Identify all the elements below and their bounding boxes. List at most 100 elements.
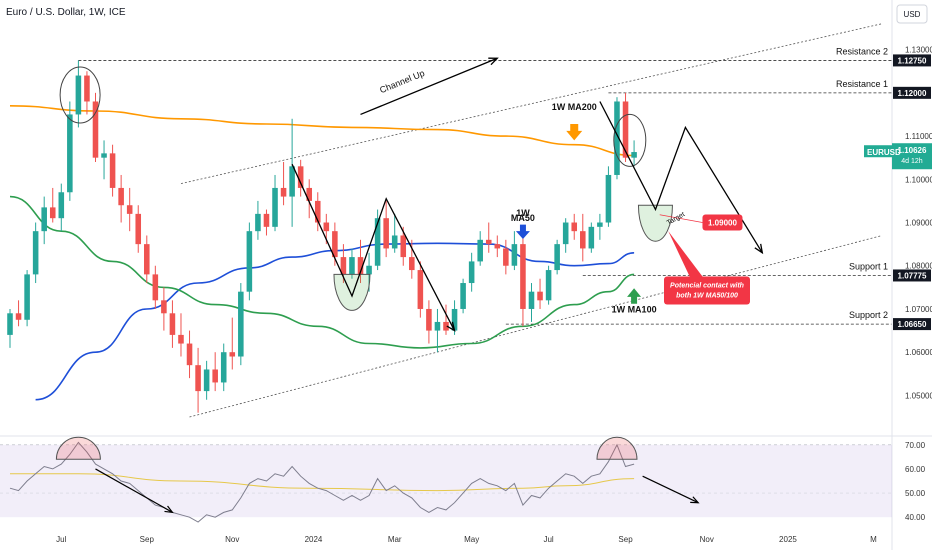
projection-path bbox=[599, 101, 763, 254]
candle-body bbox=[503, 248, 509, 266]
rsi-arrow-left bbox=[95, 468, 173, 513]
candle-body bbox=[426, 308, 432, 331]
candle-body bbox=[246, 231, 253, 292]
candle-body bbox=[485, 239, 492, 245]
channel-up-arrow bbox=[360, 57, 498, 116]
candle-body bbox=[349, 257, 355, 275]
candle-body bbox=[203, 369, 210, 392]
currency-badge-box[interactable] bbox=[896, 4, 928, 24]
candle-body bbox=[443, 321, 449, 331]
ma50-label-line1: 1W bbox=[516, 208, 530, 218]
ma200-arrow bbox=[566, 123, 583, 141]
candle-body bbox=[588, 226, 595, 249]
candle-body bbox=[161, 300, 167, 314]
candle-body bbox=[571, 222, 578, 232]
top-ellipse-right bbox=[613, 113, 647, 167]
candle-body bbox=[545, 270, 552, 301]
candle-body bbox=[144, 244, 150, 275]
rsi-band bbox=[0, 444, 892, 518]
rsi-arrow-right bbox=[642, 475, 699, 504]
candle-body bbox=[597, 222, 603, 227]
candle-body bbox=[49, 207, 56, 219]
date-axis[interactable]: Jul Sep Nov 2024 Mar May Jul Sep Nov 2025 M bbox=[56, 535, 877, 544]
date-tick-label: Nov bbox=[700, 535, 714, 544]
level-price-box bbox=[893, 86, 931, 99]
currency-badge[interactable]: USD bbox=[904, 10, 921, 19]
ma200-label: 1W MA200 bbox=[552, 102, 597, 112]
candle-body bbox=[297, 166, 304, 188]
candle-body bbox=[494, 244, 501, 249]
zigzag-path-1 bbox=[291, 163, 456, 331]
candle-body bbox=[451, 308, 458, 331]
zigzag-arrowhead-1 bbox=[446, 321, 456, 332]
candle-body bbox=[614, 101, 620, 175]
level-price-label: 1.12000 bbox=[898, 89, 927, 98]
rsi-tick-label: 60.00 bbox=[905, 465, 926, 474]
candle-body bbox=[400, 235, 407, 258]
moving-average-line bbox=[9, 105, 635, 157]
candle-body bbox=[41, 207, 47, 232]
candle-body bbox=[409, 257, 415, 271]
level-name: Support 2 bbox=[849, 310, 888, 320]
candle-body bbox=[135, 213, 142, 245]
candle-body bbox=[255, 213, 261, 232]
candle-body bbox=[67, 114, 73, 193]
channel-up-arrowhead bbox=[488, 57, 499, 66]
candle-body bbox=[340, 257, 347, 275]
candle-body bbox=[417, 270, 424, 309]
rsi-tick-label: 70.00 bbox=[905, 441, 926, 450]
rsi-tick-label: 50.00 bbox=[905, 489, 926, 498]
rsi-tick-label: 40.00 bbox=[905, 513, 926, 522]
candle-body bbox=[178, 334, 184, 344]
candle-body bbox=[280, 187, 287, 197]
channel-lower-line bbox=[189, 235, 883, 418]
candle-body bbox=[186, 343, 193, 366]
price-tick-label: 1.10000 bbox=[905, 175, 932, 184]
symbol-tag: EURUSD 1.10626 4d 12h bbox=[864, 143, 932, 170]
date-tick-label: May bbox=[464, 535, 479, 544]
candle-body bbox=[622, 101, 629, 158]
ma50-arrow bbox=[515, 224, 530, 239]
level-name: Support 1 bbox=[849, 261, 888, 271]
level-price-box bbox=[893, 269, 931, 282]
candle-body bbox=[468, 261, 475, 284]
rsi-top-arc-right bbox=[596, 436, 638, 460]
candle-body bbox=[460, 283, 466, 309]
level-price-label: 1.07775 bbox=[898, 271, 927, 280]
candle-body bbox=[357, 257, 364, 275]
candle-body bbox=[109, 153, 116, 188]
callout-line1: Potencial contact with bbox=[670, 283, 744, 290]
callout-line2: both 1W MA50/100 bbox=[676, 293, 738, 300]
candle-body bbox=[84, 75, 90, 102]
rsi-arrow-right-head bbox=[690, 496, 700, 504]
candle-body bbox=[374, 218, 381, 266]
bottom-arc-right bbox=[637, 204, 673, 242]
candle-body bbox=[528, 291, 535, 309]
candle-body bbox=[631, 152, 637, 158]
candle-body bbox=[7, 313, 13, 335]
price-tick-label: 1.09000 bbox=[905, 219, 932, 228]
date-tick-label: 2024 bbox=[305, 535, 323, 544]
candle-body bbox=[58, 192, 65, 219]
candle-body bbox=[126, 205, 133, 214]
symbol-tag-price: 1.10626 bbox=[898, 146, 927, 155]
target-price: 1.09000 bbox=[708, 219, 737, 228]
date-tick-label: 2025 bbox=[779, 535, 797, 544]
candle-body bbox=[101, 153, 107, 158]
level-price-box bbox=[893, 318, 931, 331]
date-tick-label: Jul bbox=[543, 535, 553, 544]
callout-box bbox=[664, 276, 750, 305]
moving-average-line bbox=[9, 195, 635, 349]
date-tick-label: M bbox=[870, 535, 877, 544]
price-pane: 1.05000 1.06000 1.07000 1.08000 1.09000 1.100… bbox=[7, 23, 932, 418]
ma100-label: 1W MA100 bbox=[612, 304, 657, 314]
candle-body bbox=[383, 218, 389, 249]
candle-body bbox=[520, 244, 526, 309]
candle-body bbox=[323, 222, 330, 232]
candle-body bbox=[605, 174, 612, 223]
candle-body bbox=[212, 369, 218, 383]
price-tick-label: 1.06000 bbox=[905, 348, 932, 357]
bottom-arc-left bbox=[333, 273, 371, 311]
